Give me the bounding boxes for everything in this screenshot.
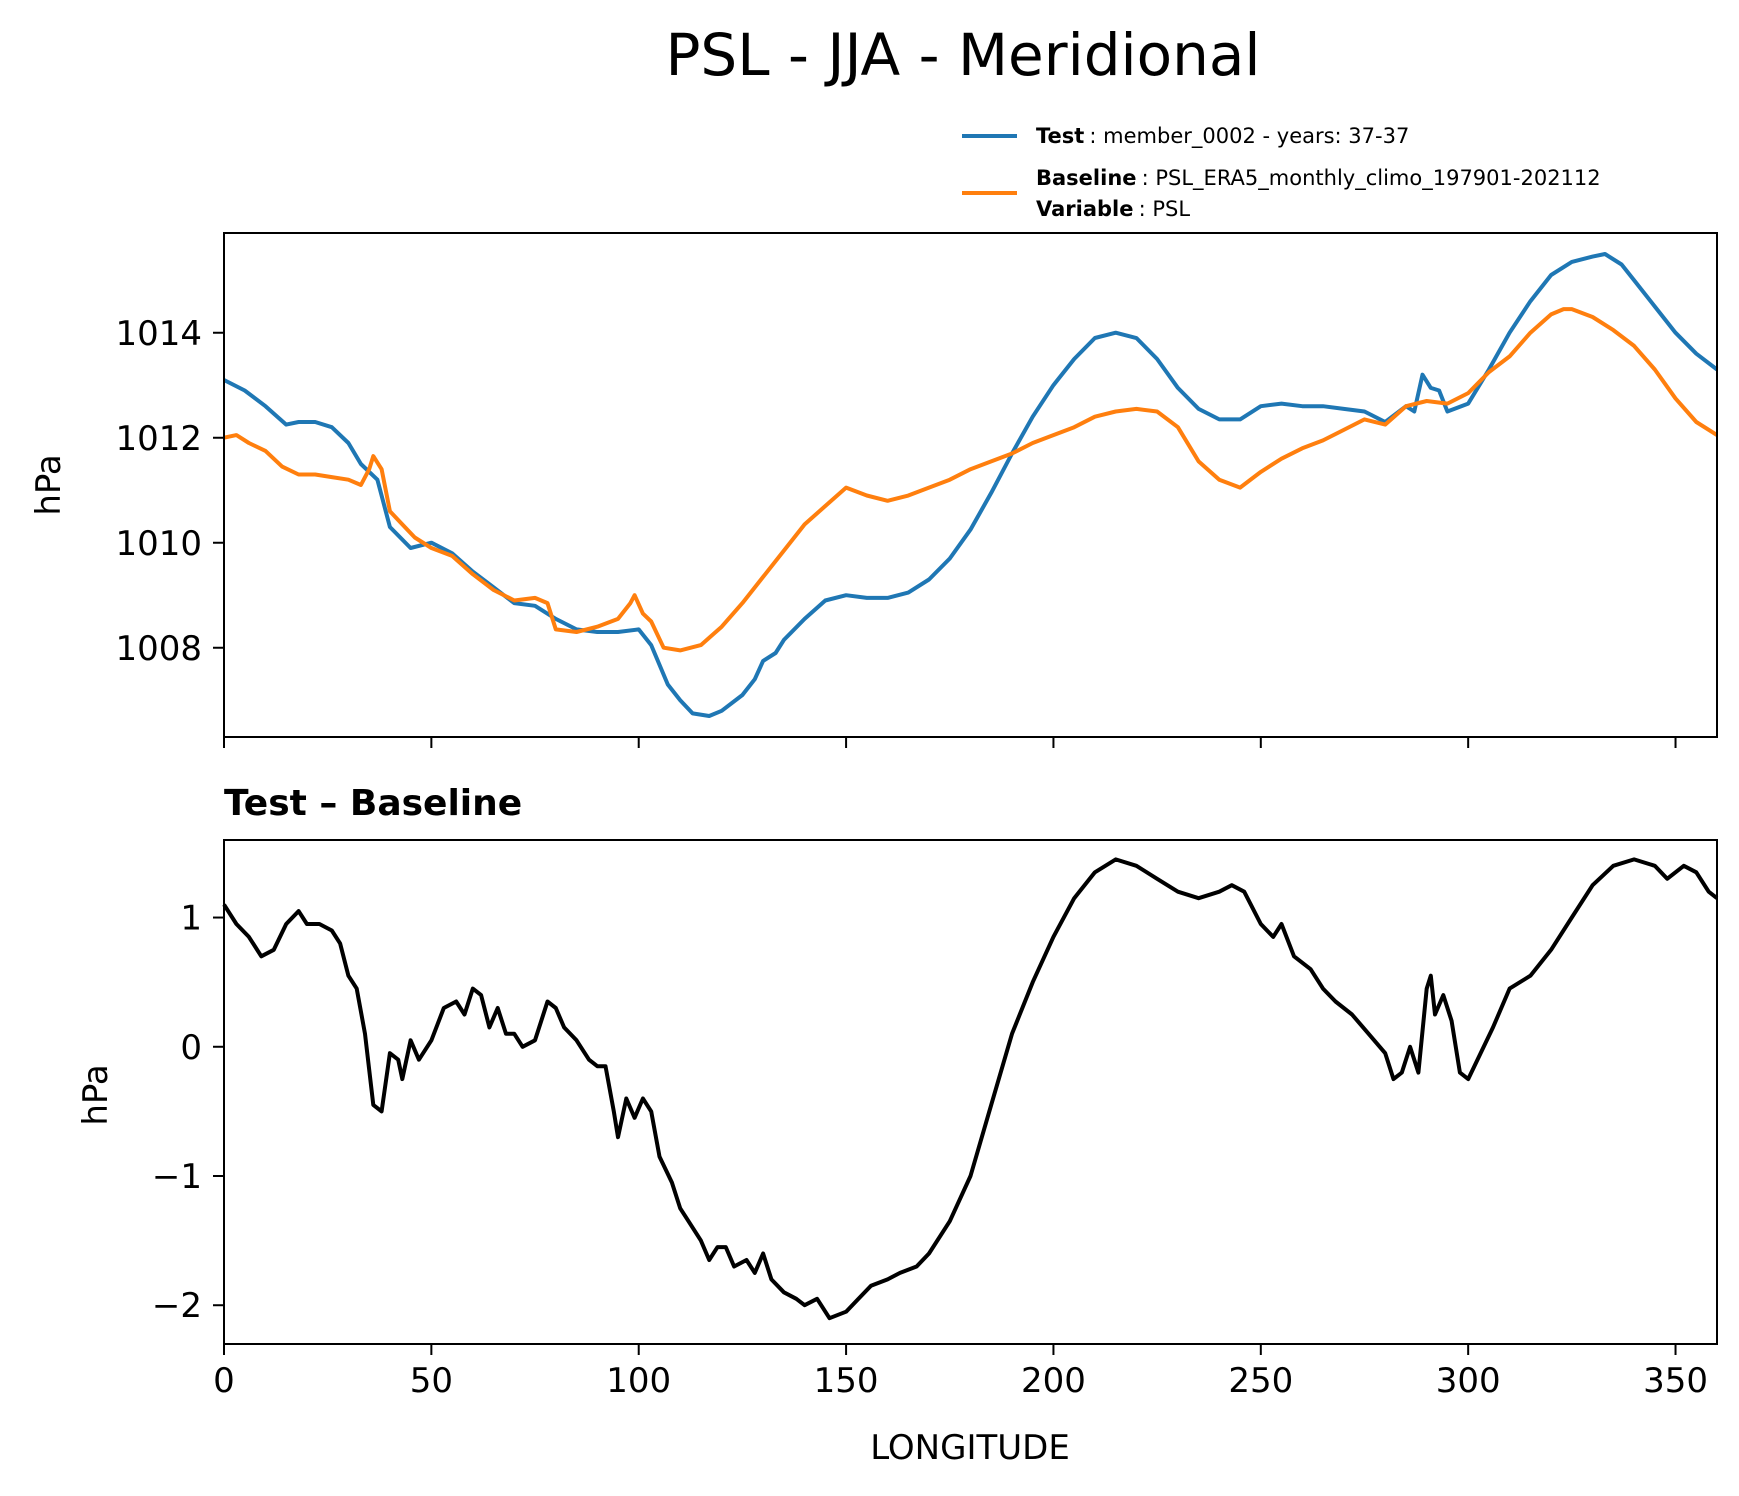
bottom-x-tick-label: 50	[410, 1361, 453, 1401]
bottom-x-tick-label: 250	[1228, 1361, 1293, 1401]
bottom-y-tick-label: −2	[152, 1286, 202, 1326]
bottom-panel-title: Test – Baseline	[224, 783, 522, 824]
bottom-y-tick-label: −1	[152, 1157, 202, 1197]
top-series-line-0	[223, 252, 1719, 718]
bottom-series-group	[222, 857, 1719, 1321]
bottom-y-tick-label: 0	[180, 1028, 202, 1068]
top-y-ticks: 1008 1010 1012 1014	[115, 314, 224, 669]
bottom-x-tick-label: 300	[1436, 1361, 1501, 1401]
legend-baseline-entry: Baseline : PSL_ERA5_monthly_climo_197901…	[1036, 166, 1601, 191]
legend-test-text: : member_0002 - years: 37-37	[1089, 124, 1409, 149]
bottom-y-axis-label: hPa	[76, 1064, 116, 1125]
bottom-x-tick-label: 0	[213, 1361, 235, 1401]
bottom-x-tick-label: 200	[1021, 1361, 1086, 1401]
top-y-tick-label: 1012	[115, 419, 202, 459]
legend-variable-text: : PSL	[1139, 197, 1191, 221]
top-y-axis-label: hPa	[29, 454, 69, 515]
legend-test-label: Test	[1036, 124, 1084, 148]
top-series-line-1	[223, 307, 1719, 653]
bottom-panel: Test – Baseline 0 50 100 150 200 250 300 350 −2…	[76, 783, 1719, 1468]
legend-baseline-label: Baseline	[1036, 166, 1137, 190]
bottom-y-ticks: −2 −1 0 1	[152, 899, 224, 1326]
top-x-ticks	[223, 737, 1677, 748]
top-y-tick-label: 1010	[115, 524, 202, 564]
legend-test-entry: Test : member_0002 - years: 37-37	[1036, 124, 1409, 149]
top-axes-frame	[223, 232, 1718, 738]
legend-variable-entry: Variable : PSL	[1036, 197, 1190, 221]
figure-title: PSL - JJA - Meridional	[665, 21, 1260, 89]
x-axis-label: LONGITUDE	[870, 1428, 1070, 1468]
top-y-tick-label: 1014	[115, 314, 202, 354]
legend-baseline-text: : PSL_ERA5_monthly_climo_197901-202112	[1142, 166, 1601, 191]
bottom-series-line-0	[222, 857, 1719, 1321]
bottom-y-tick-label: 1	[180, 899, 202, 939]
top-panel: 1008 1010 1012 1014 hPa	[29, 232, 1719, 748]
legend: Test : member_0002 - years: 37-37 Baseli…	[962, 124, 1601, 221]
bottom-x-tick-label: 150	[814, 1361, 879, 1401]
legend-variable-label: Variable	[1036, 197, 1133, 221]
bottom-x-ticks: 0 50 100 150 200 250 300 350	[213, 1344, 1708, 1401]
bottom-x-tick-label: 350	[1643, 1361, 1708, 1401]
top-y-tick-label: 1008	[115, 629, 202, 669]
bottom-x-tick-label: 100	[606, 1361, 671, 1401]
top-series-group	[223, 252, 1719, 718]
bottom-axes-frame	[223, 839, 1718, 1345]
